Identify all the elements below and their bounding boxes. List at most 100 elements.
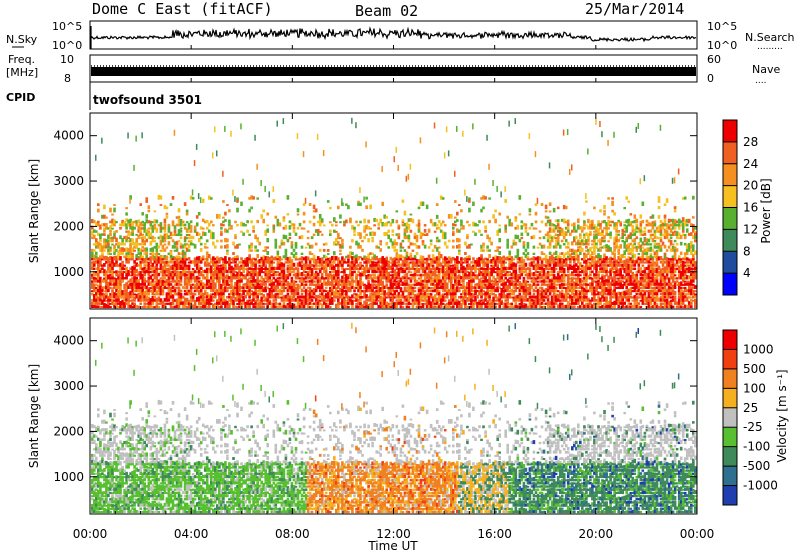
- power-cell: [581, 277, 584, 280]
- power-cell: [405, 222, 409, 227]
- power-cell: [298, 305, 302, 309]
- power-cell: [175, 301, 179, 305]
- power-cell: [210, 260, 213, 264]
- power-cell: [117, 290, 120, 296]
- power-cell: [105, 225, 108, 230]
- power-cell: [423, 229, 427, 233]
- power-cell: [520, 232, 524, 236]
- power-cell: [214, 245, 217, 249]
- power-cell: [351, 263, 354, 267]
- power-cell: [256, 267, 260, 270]
- power-cell: [157, 224, 161, 227]
- power-cell: [395, 289, 399, 293]
- power-cell: [282, 295, 286, 299]
- power-cell: [581, 288, 584, 293]
- power-cell: [355, 122, 357, 129]
- power-cell: [276, 286, 280, 290]
- power-cell: [149, 236, 153, 240]
- power-cell: [488, 197, 491, 200]
- power-cell: [536, 256, 540, 261]
- power-cell: [304, 280, 308, 283]
- power-cell: [205, 273, 209, 277]
- power-cell: [447, 278, 451, 283]
- power-cell: [147, 287, 151, 293]
- power-cell: [583, 260, 586, 264]
- power-cell: [177, 272, 181, 277]
- power-cell: [524, 288, 528, 293]
- power-cell: [302, 298, 306, 302]
- power-cell: [185, 289, 189, 293]
- power-cell: [250, 286, 253, 289]
- power-cell: [244, 257, 247, 261]
- power-cell: [335, 221, 338, 224]
- power-cell: [280, 271, 284, 277]
- power-cell: [296, 268, 300, 274]
- power-cell: [571, 305, 574, 309]
- power-cell: [278, 245, 282, 249]
- power-cell: [377, 293, 381, 299]
- power-cell: [575, 257, 578, 261]
- power-cell: [266, 228, 270, 233]
- power-cell: [454, 281, 457, 286]
- power-cell: [617, 304, 621, 309]
- power-cell: [181, 304, 185, 309]
- power-cell: [480, 304, 483, 309]
- power-cell: [577, 239, 580, 243]
- power-cell: [564, 239, 568, 243]
- power-cell: [429, 258, 433, 261]
- power-cell: [151, 278, 155, 283]
- power-cell: [556, 239, 560, 243]
- power-cell: [195, 297, 199, 302]
- power-cell: [462, 275, 465, 280]
- power-cell: [248, 248, 251, 252]
- power-cell: [333, 260, 336, 264]
- power-cell: [119, 262, 122, 267]
- power-cell: [103, 238, 106, 243]
- power-cell: [456, 269, 459, 274]
- power-cell: [201, 198, 205, 203]
- power-cell: [234, 264, 237, 267]
- power-cell: [276, 222, 280, 227]
- power-cell: [337, 257, 340, 261]
- power-cell: [579, 249, 582, 252]
- power-cell: [562, 293, 566, 296]
- power-cell: [518, 267, 522, 270]
- power-cell: [161, 265, 165, 270]
- power-cell: [203, 292, 207, 296]
- power-cell: [619, 292, 623, 296]
- power-cell: [583, 276, 586, 280]
- power-cell: [103, 255, 106, 261]
- power-cell: [591, 226, 594, 230]
- power-cell: [151, 288, 155, 293]
- power-cell: [589, 220, 592, 224]
- power-cell: [490, 292, 493, 296]
- power-cell: [488, 284, 491, 289]
- power-cell: [145, 253, 149, 259]
- power-cell: [443, 270, 447, 274]
- power-cell: [550, 278, 554, 283]
- power-cell: [522, 295, 526, 299]
- power-cell: [169, 280, 173, 283]
- power-cell: [181, 286, 185, 289]
- power-cell: [288, 269, 292, 274]
- power-cell: [377, 260, 381, 264]
- power-cell: [123, 292, 126, 296]
- power-cell: [199, 257, 203, 261]
- power-cell: [145, 219, 149, 224]
- power-cell: [147, 257, 151, 261]
- power-cell: [599, 241, 602, 246]
- power-cell: [613, 265, 616, 270]
- cpid-panel: CPID twofsound 3501: [6, 82, 202, 110]
- power-cell: [264, 185, 266, 192]
- power-cell: [417, 245, 421, 249]
- power-cell: [577, 260, 580, 264]
- power-cell: [318, 260, 322, 264]
- power-cell: [145, 199, 149, 203]
- power-cell: [524, 269, 528, 274]
- power-cell: [548, 290, 552, 296]
- power-cell: [240, 277, 243, 280]
- power-cell: [99, 237, 102, 243]
- power-cell: [258, 267, 262, 270]
- power-cell: [562, 243, 566, 246]
- power-cell: [337, 276, 340, 280]
